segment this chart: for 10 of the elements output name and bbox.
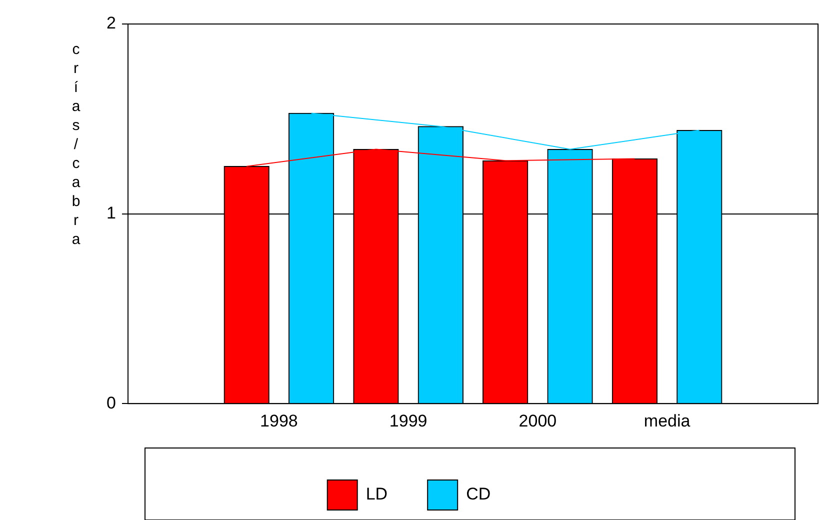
x-tick-label: 2000 [518, 411, 557, 430]
y-tick-label: 0 [106, 393, 116, 412]
x-tick-label: 1999 [389, 411, 428, 430]
legend-label: LD [366, 484, 388, 504]
legend-label: CD [466, 484, 491, 504]
x-tick-label: 1998 [260, 411, 298, 430]
text: crías/cabra [72, 41, 80, 248]
y-tick-label: 2 [106, 14, 116, 33]
y-tick-label: 1 [106, 203, 116, 222]
x-tick-label: media [644, 411, 691, 430]
